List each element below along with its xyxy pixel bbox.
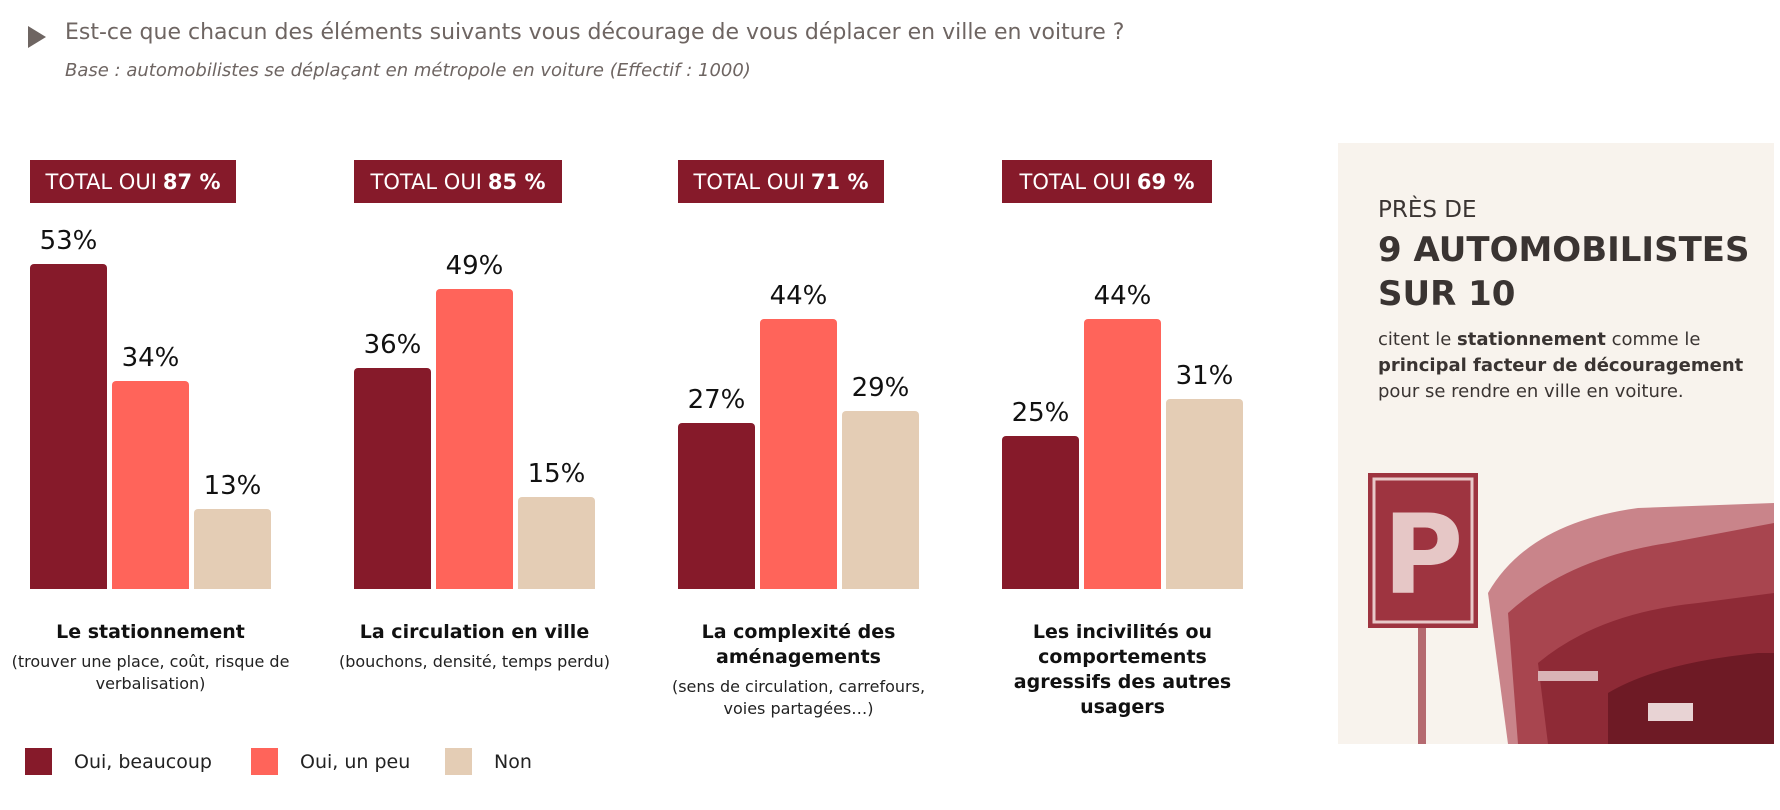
bar-value-label: 44% <box>1093 281 1152 312</box>
panel-headline-line1: 9 AUTOMOBILISTES <box>1378 230 1750 270</box>
bar-non <box>194 509 271 589</box>
legend-swatch <box>251 748 278 775</box>
legend-item: Non <box>445 748 532 775</box>
bar-value-label: 34% <box>121 342 180 373</box>
bar-oui-beaucoup <box>354 368 431 589</box>
category-label: La complexité des aménagements (sens de c… <box>649 620 949 720</box>
bar-oui-beaucoup <box>30 264 107 589</box>
bar-value-label: 44% <box>769 281 828 312</box>
highlight-panel: PRÈS DE 9 AUTOMOBILISTES SUR 10 citent l… <box>1338 143 1774 744</box>
bar-value-label: 49% <box>445 250 504 281</box>
total-oui-value: 85 % <box>487 169 546 194</box>
bar-non <box>1166 398 1243 589</box>
bar-oui-un-peu <box>760 319 837 589</box>
bar-value-label: 25% <box>1011 397 1070 428</box>
bar-value-label: 53% <box>39 226 98 257</box>
bar-oui-un-peu <box>436 288 513 589</box>
category-detail: (bouchons, densité, temps perdu) <box>338 652 611 671</box>
chart-base-subtitle: Base : automobilistes se déplaçant en mé… <box>65 60 751 81</box>
bar-oui-un-peu <box>112 380 189 589</box>
legend-swatch <box>445 748 472 775</box>
total-oui-value: 71 % <box>810 169 869 194</box>
category-label: Les incivilités ou comportements agressi… <box>973 620 1273 720</box>
bar-value-label: 29% <box>851 373 910 404</box>
total-oui-value: 87 % <box>162 169 221 194</box>
category-label: La circulation en ville (bouchons, densit… <box>325 620 625 673</box>
category-detail: (trouver une place, coût, risque de verb… <box>11 652 290 693</box>
panel-bold-text: stationnement <box>1457 329 1606 350</box>
category-detail: (sens de circulation, carrefours, voies … <box>671 677 926 718</box>
legend-label: Oui, un peu <box>300 750 411 773</box>
panel-headline-line2: SUR 10 <box>1378 274 1516 314</box>
bar-value-label: 15% <box>527 459 586 490</box>
category-name: Le stationnement <box>56 621 245 643</box>
total-oui-badge: TOTAL OUI 71 % <box>678 160 884 203</box>
panel-body: citent le stationnement comme le princip… <box>1378 327 1768 405</box>
panel-text: comme le <box>1605 329 1701 350</box>
total-oui-badge: TOTAL OUI 69 % <box>1002 160 1212 203</box>
category-name: La circulation en ville <box>359 621 590 643</box>
category-label: Le stationnement (trouver une place, coût… <box>1 620 301 695</box>
total-oui-badge: TOTAL OUI 85 % <box>354 160 562 203</box>
bar-value-label: 13% <box>203 471 262 502</box>
bar-oui-un-peu <box>1084 319 1161 589</box>
triangle-bullet-icon <box>28 26 46 48</box>
bar-value-label: 31% <box>1175 360 1234 391</box>
parking-sign-icon: P <box>1368 473 1478 744</box>
total-oui-label: TOTAL OUI <box>693 169 805 194</box>
legend-swatch <box>25 748 52 775</box>
legend-item: Oui, un peu <box>251 748 410 775</box>
bar-oui-beaucoup <box>1002 435 1079 589</box>
bar-value-label: 27% <box>687 385 746 416</box>
total-oui-value: 69 % <box>1136 169 1195 194</box>
bar-non <box>842 411 919 589</box>
panel-headline: 9 AUTOMOBILISTES SUR 10 <box>1378 228 1749 316</box>
total-oui-badge: TOTAL OUI 87 % <box>30 160 236 203</box>
legend-label: Non <box>494 750 532 773</box>
total-oui-label: TOTAL OUI <box>370 169 482 194</box>
chart-question-title: Est-ce que chacun des éléments suivants … <box>65 20 1125 45</box>
category-name: La complexité des aménagements <box>701 621 896 668</box>
total-oui-label: TOTAL OUI <box>1019 169 1131 194</box>
panel-kicker: PRÈS DE <box>1378 197 1477 223</box>
legend-label: Oui, beaucoup <box>74 750 212 773</box>
parking-sign-letter: P <box>1383 491 1464 619</box>
parking-photo-illustration: P <box>1368 473 1774 744</box>
bar-oui-beaucoup <box>678 423 755 589</box>
legend-item: Oui, beaucoup <box>25 748 212 775</box>
panel-text: citent le <box>1378 329 1458 350</box>
panel-text: pour se rendre en ville en voiture. <box>1378 381 1684 402</box>
category-name: Les incivilités ou comportements agressi… <box>1013 621 1232 718</box>
cars-illustration <box>1488 503 1774 744</box>
panel-bold-text: principal facteur de découragement <box>1378 355 1744 376</box>
total-oui-label: TOTAL OUI <box>45 169 157 194</box>
bar-non <box>518 497 595 589</box>
bar-value-label: 36% <box>363 330 422 361</box>
